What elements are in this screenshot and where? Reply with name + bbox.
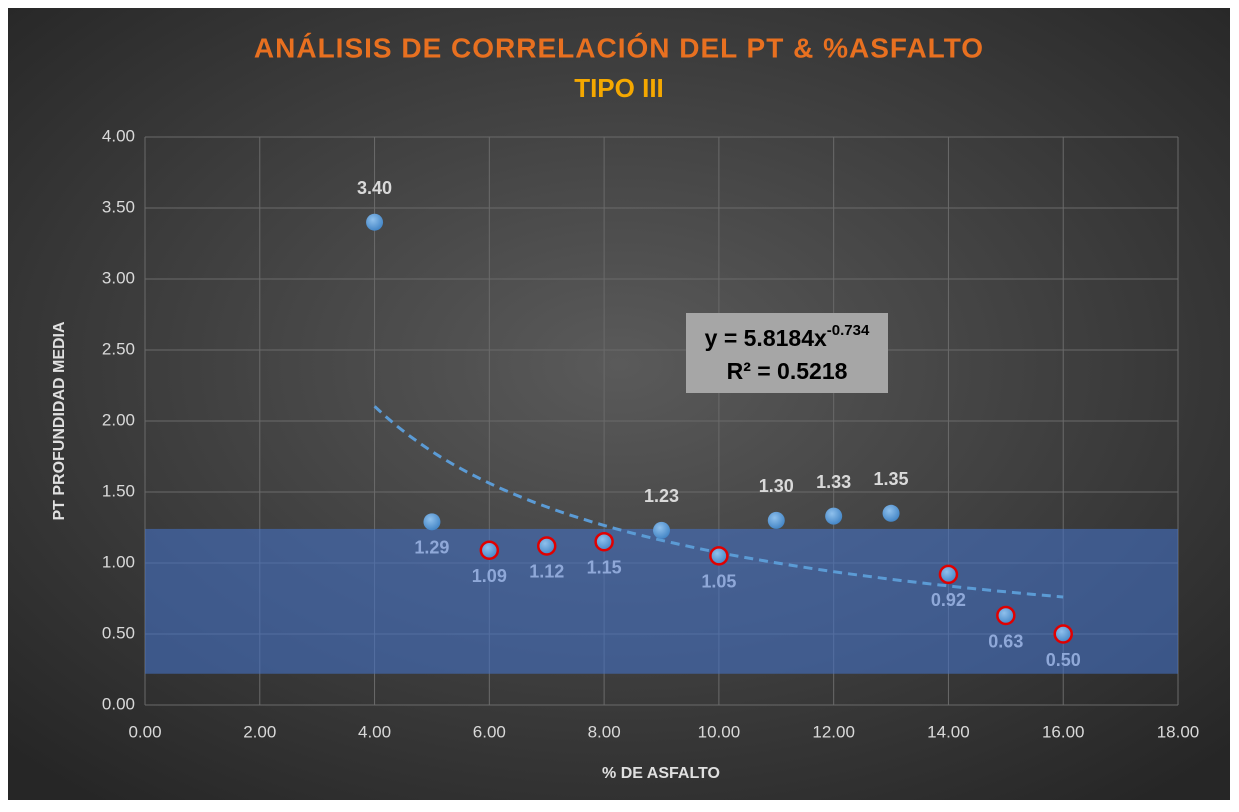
data-label: 1.12 [529,562,564,582]
y-tick-label: 0.00 [102,694,135,713]
data-point [882,504,900,522]
trendline-equation: y = 5.8184x-0.734 [705,322,870,351]
data-label: 3.40 [357,178,392,198]
trendline-r2: R² = 0.5218 [727,358,848,384]
data-point [938,564,959,585]
data-label: 1.23 [644,486,679,506]
x-axis-label: % DE ASFALTO [602,765,720,782]
x-tick-label: 4.00 [358,722,391,741]
y-tick-label: 2.00 [102,410,135,429]
data-label: 1.05 [701,572,736,592]
x-tick-label: 2.00 [243,722,276,741]
y-axis-label: PT PROFUNDIDAD MEDIA [51,321,68,521]
data-point [825,507,843,525]
x-tick-label: 14.00 [927,722,970,741]
y-tick-label: 3.50 [102,197,135,216]
data-label: 1.09 [472,566,507,586]
x-tick-label: 0.00 [128,722,161,741]
data-label: 0.92 [931,590,966,610]
data-point [366,213,384,231]
data-label: 1.30 [759,476,794,496]
data-point [594,531,614,552]
data-label: 1.15 [587,557,622,577]
data-label: 0.63 [988,631,1023,651]
data-point [709,546,729,566]
data-label: 1.29 [414,538,449,558]
y-tick-label: 1.00 [102,552,135,571]
y-tick-label: 1.50 [102,481,135,500]
x-tick-label: 12.00 [812,722,855,741]
data-point [423,513,441,531]
x-tick-label: 6.00 [473,722,506,741]
data-label: 0.50 [1046,650,1081,670]
y-tick-label: 3.00 [102,268,135,287]
x-tick-label: 16.00 [1042,722,1085,741]
y-tick-label: 0.50 [102,623,135,642]
y-tick-label: 2.50 [102,339,135,358]
chart-background [8,8,1230,800]
data-point [1053,624,1073,644]
data-point [653,521,670,539]
data-point [536,536,557,556]
chart-title: ANÁLISIS DE CORRELACIÓN DEL PT & %ASFALT… [254,32,984,63]
equation-box [686,313,888,393]
x-tick-label: 10.00 [698,722,741,741]
y-tick-label: 4.00 [102,126,135,145]
data-label: 1.33 [816,472,851,492]
data-point [767,511,785,529]
equation-exponent: -0.734 [827,322,870,339]
data-label: 1.35 [874,469,909,489]
equation-base: y = 5.8184x [705,325,827,351]
data-point [479,540,500,560]
chart-subtitle: TIPO III [574,73,664,103]
highlight-band [145,528,1178,674]
data-point [996,605,1016,626]
x-tick-label: 18.00 [1157,722,1200,741]
x-tick-label: 8.00 [588,722,621,741]
